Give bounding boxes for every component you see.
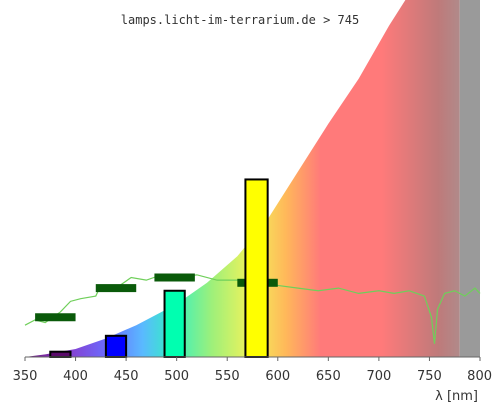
x-tick-label-400: 400 xyxy=(63,369,88,384)
x-tick-label-600: 600 xyxy=(265,369,290,384)
reference-mark-2 xyxy=(154,273,195,282)
sensitivity-fill-layer xyxy=(25,0,460,357)
ir-band xyxy=(459,0,480,357)
x-tick-label-500: 500 xyxy=(164,369,189,384)
sensitivity-curve-area xyxy=(25,0,460,357)
x-tick-label-350: 350 xyxy=(13,369,38,384)
x-tick-label-650: 650 xyxy=(316,369,341,384)
reference-mark-1 xyxy=(95,284,137,293)
bar-1 xyxy=(104,334,128,358)
bar-3 xyxy=(244,178,269,358)
bar-0 xyxy=(49,350,72,359)
bar-2 xyxy=(163,289,186,358)
x-tick-label-750: 750 xyxy=(417,369,442,384)
x-tick-label-450: 450 xyxy=(114,369,139,384)
reference-mark-0 xyxy=(35,313,76,322)
x-ticks-layer: 350 400 450 500 550 600 650 700 750 800 xyxy=(13,357,492,384)
x-tick-label-700: 700 xyxy=(366,369,391,384)
x-tick-label-550: 550 xyxy=(215,369,240,384)
source-label: lamps.licht-im-terrarium.de > 745 xyxy=(121,13,359,27)
bars-layer xyxy=(49,178,269,359)
x-axis-label: λ [nm] xyxy=(435,389,478,403)
x-tick-label-800: 800 xyxy=(467,369,492,384)
